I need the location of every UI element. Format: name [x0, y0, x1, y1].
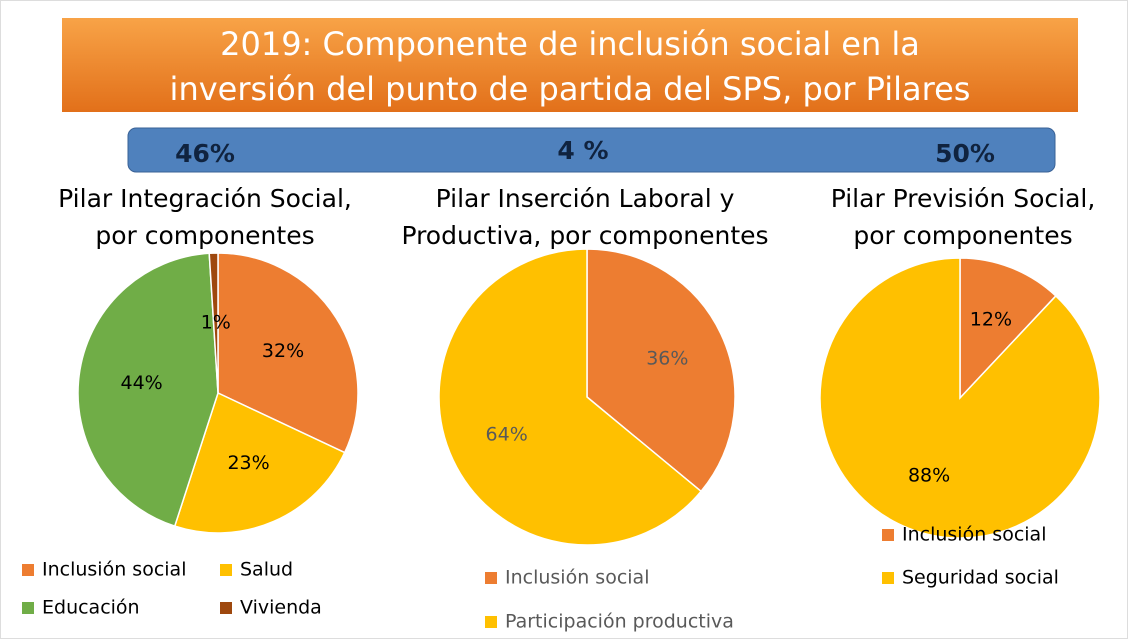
title-line: inversión del punto de partida del SPS, …: [170, 70, 971, 108]
pie-slice: [208, 252, 219, 394]
pie-slice: [77, 252, 219, 528]
pie-title: Pilar Integración Social,: [58, 184, 352, 213]
pie-slice: [438, 248, 703, 546]
share-banner: [127, 127, 1056, 173]
legend-swatch: [220, 564, 232, 576]
share-label: 50%: [935, 139, 995, 168]
title-line: 2019: Componente de inclusión social en …: [220, 25, 920, 63]
legend-label: Educación: [42, 597, 140, 619]
data-label: 12%: [970, 308, 1012, 330]
data-label: 88%: [908, 465, 950, 487]
legend-label: Inclusión social: [902, 524, 1046, 546]
legend-label: Inclusión social: [505, 567, 649, 589]
legend-swatch: [22, 602, 34, 614]
data-label: 32%: [262, 340, 304, 362]
legend-swatch: [882, 529, 894, 541]
pie-title: Pilar Previsión Social,: [831, 184, 1096, 213]
data-label: 44%: [120, 372, 162, 394]
legend-swatch: [485, 616, 497, 628]
data-label: 36%: [646, 348, 688, 370]
legend-label: Vivienda: [240, 597, 322, 619]
legend-swatch: [485, 572, 497, 584]
legend-label: Salud: [240, 559, 293, 581]
title-box: [62, 18, 1078, 112]
share-label: 46%: [175, 139, 235, 168]
pie-title: por componentes: [95, 221, 314, 250]
pie-slice: [959, 257, 1057, 400]
legend-label: Inclusión social: [42, 559, 186, 581]
share-label: 4 %: [557, 136, 608, 165]
pie-slice: [217, 252, 359, 454]
legend-swatch: [22, 564, 34, 576]
legend-swatch: [882, 572, 894, 584]
pie-slice: [819, 257, 1101, 539]
data-label: 23%: [227, 452, 269, 474]
legend-label: Seguridad social: [902, 567, 1059, 589]
legend-swatch: [220, 602, 232, 614]
pie-title: Productiva, por componentes: [401, 221, 768, 250]
pie-slice: [173, 391, 346, 534]
pie-slice: [586, 248, 736, 493]
pie-title: Pilar Inserción Laboral y: [436, 184, 735, 213]
legend-label: Participación productiva: [505, 611, 734, 633]
data-label: 64%: [486, 423, 528, 445]
data-label: 1%: [201, 312, 231, 334]
pie-title: por componentes: [853, 221, 1072, 250]
